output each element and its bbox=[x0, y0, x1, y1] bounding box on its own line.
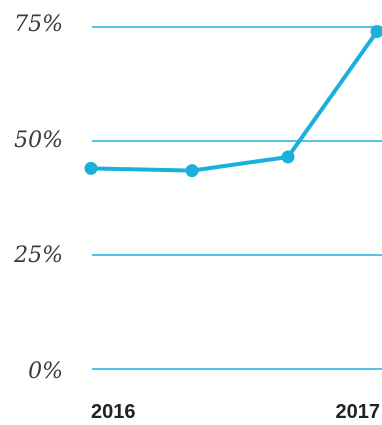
series-group bbox=[84, 25, 382, 178]
y-tick-label-2: 50% bbox=[14, 128, 63, 153]
data-point-1 bbox=[185, 164, 199, 178]
x-axis-tick-labels: 2016 2017 bbox=[91, 401, 380, 423]
series-line-0 bbox=[90, 30, 379, 173]
data-point-2 bbox=[281, 150, 295, 164]
data-point-3 bbox=[370, 25, 382, 39]
gridlines bbox=[92, 26, 382, 370]
y-tick-label-1: 25% bbox=[13, 243, 63, 268]
x-tick-label-2017: 2017 bbox=[336, 401, 381, 423]
y-tick-label-3: 75% bbox=[14, 12, 63, 37]
y-axis-tick-labels: 0% 25% 50% 75% bbox=[13, 12, 63, 384]
y-tick-label-0: 0% bbox=[28, 359, 63, 384]
x-tick-label-2016: 2016 bbox=[91, 401, 136, 423]
data-point-0 bbox=[84, 161, 98, 175]
